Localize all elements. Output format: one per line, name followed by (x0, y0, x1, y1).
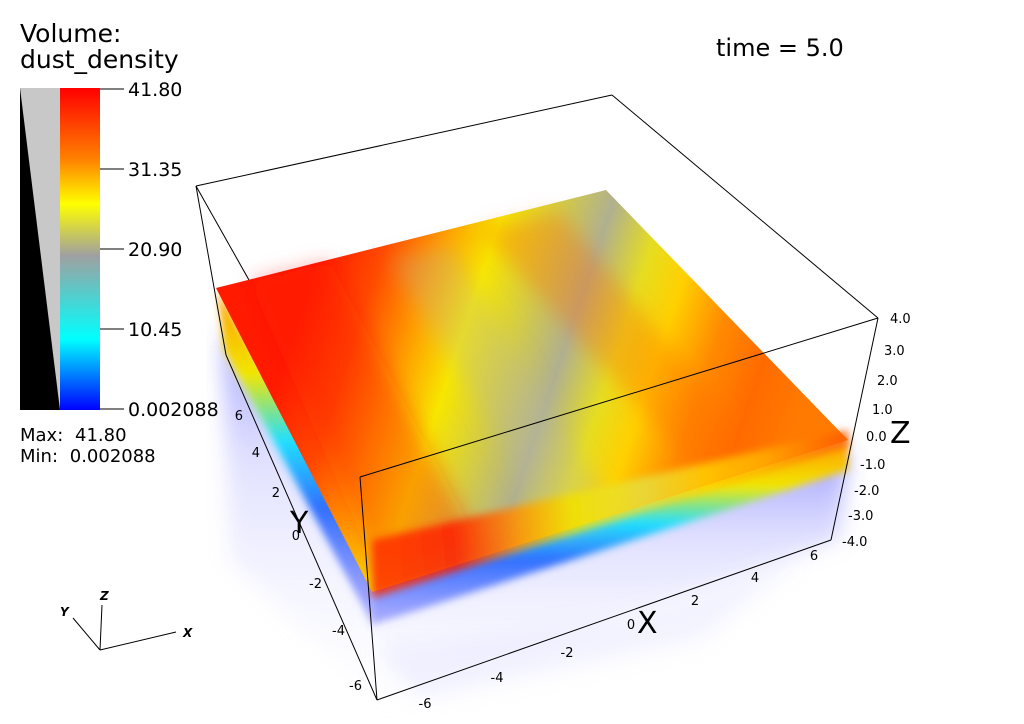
y-tick-label: -2 (309, 577, 322, 592)
x-tick-label: -2 (561, 646, 574, 661)
triad-y-label: Y (60, 605, 70, 619)
legend-max-value: 41.80 (75, 425, 127, 446)
legend-max-label: Max: (20, 425, 63, 446)
color-ramp (60, 88, 100, 410)
z-tick-label: 1.0 (872, 403, 893, 418)
time-label: time = 5.0 (716, 34, 844, 62)
legend-label: 41.80 (128, 79, 182, 101)
legend-label: 31.35 (128, 159, 182, 181)
y-axis-title: Y (289, 506, 309, 541)
legend-label: 20.90 (128, 239, 182, 261)
y-tick-label: 4 (252, 446, 260, 461)
color-legend: Volume: dust_density 41.80 31.35 20.90 1… (20, 19, 219, 467)
x-tick-label: 2 (691, 594, 699, 609)
z-tick-label: -1.0 (860, 458, 885, 473)
z-tick-label: 3.0 (884, 344, 905, 359)
y-tick-label: -6 (349, 679, 362, 694)
legend-min: Min: 0.002088 (20, 446, 156, 467)
outline-box-front (195, 185, 879, 701)
z-axis: 4.0 3.0 2.0 1.0 0.0 -1.0 -2.0 -3.0 -4.0 … (842, 312, 911, 550)
y-tick-label: 6 (235, 409, 243, 424)
legend-label: 0.002088 (128, 399, 219, 421)
opacity-ramp-fill (20, 88, 60, 410)
y-tick-label: 2 (272, 486, 280, 501)
legend-label: 10.45 (128, 319, 182, 341)
orientation-triad: X Z Y (60, 589, 193, 651)
z-tick-label: 4.0 (890, 312, 911, 327)
legend-title-line2: dust_density (20, 45, 179, 74)
legend-title-line1: Volume: (20, 19, 121, 48)
legend-min-value: 0.002088 (70, 446, 156, 467)
y-axis: -6 -4 -2 0 2 4 6 Y (235, 409, 362, 694)
x-tick-label: 0 (627, 618, 635, 633)
z-tick-label: 2.0 (877, 374, 898, 389)
z-tick-label: -2.0 (854, 484, 879, 499)
x-tick-label: -4 (491, 671, 504, 686)
z-tick-label: -4.0 (842, 535, 867, 550)
z-tick-label: 0.0 (866, 430, 887, 445)
z-tick-label: -3.0 (848, 509, 873, 524)
x-axis-title: X (637, 606, 658, 641)
triad-z-label: Z (99, 589, 109, 603)
x-axis: -6 -4 -2 0 2 4 6 X (376, 539, 832, 712)
x-tick-label: 6 (810, 549, 818, 564)
y-tick-label: -4 (332, 624, 345, 639)
z-axis-title: Z (890, 416, 911, 451)
y-tick-label: 0 (292, 529, 300, 544)
x-tick-label: -6 (419, 697, 432, 712)
triad-x-label: X (182, 626, 193, 640)
legend-max: Max: 41.80 (20, 425, 127, 446)
legend-min-label: Min: (20, 446, 58, 467)
x-tick-label: 4 (751, 571, 759, 586)
volume-render (216, 190, 848, 705)
